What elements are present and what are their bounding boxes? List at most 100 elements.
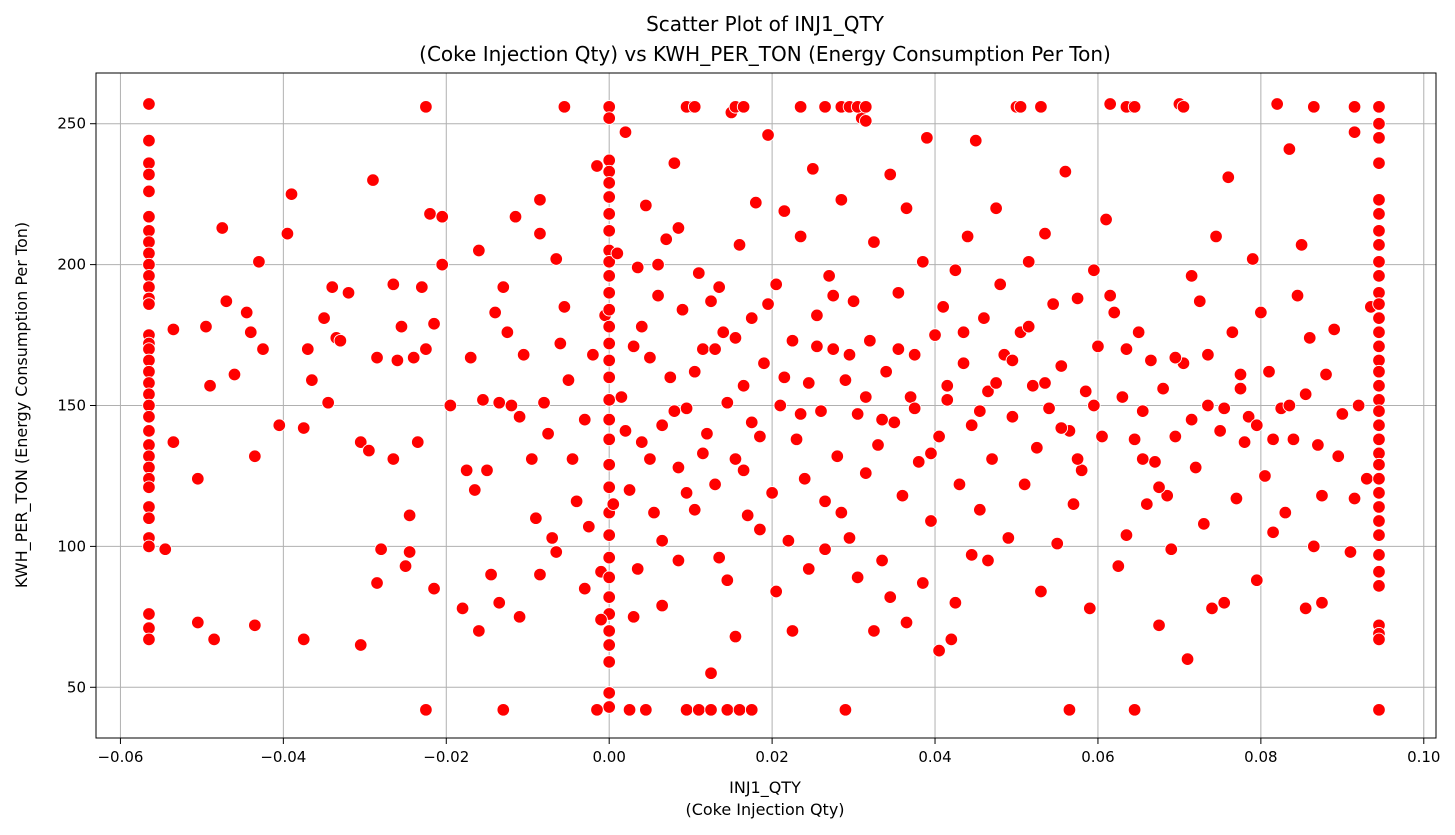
data-point [1250, 418, 1264, 432]
data-point [789, 432, 804, 447]
data-point [1005, 410, 1020, 424]
data-point [838, 373, 853, 387]
data-point [427, 581, 441, 596]
data-point [679, 401, 694, 416]
data-point [1201, 398, 1215, 413]
data-point [720, 395, 735, 410]
data-point [602, 100, 616, 114]
data-point [667, 156, 682, 170]
data-point [720, 573, 735, 587]
data-point [468, 483, 482, 497]
data-point [1184, 412, 1199, 427]
data-point [398, 559, 413, 573]
data-point [419, 100, 433, 114]
data-point [1140, 497, 1154, 511]
data-point [1038, 376, 1052, 390]
data-point [480, 463, 494, 478]
data-point [618, 424, 633, 438]
data-point [981, 553, 995, 568]
chart-title-line-2: (Coke Injection Qty) vs KWH_PER_TON (Ene… [419, 42, 1111, 66]
data-point [1127, 100, 1142, 114]
data-point [948, 263, 963, 277]
data-point [602, 286, 616, 300]
data-point [533, 226, 547, 241]
data-point [687, 503, 702, 517]
x-tick-label: 0.06 [1081, 748, 1114, 766]
data-point [964, 418, 979, 432]
data-point [590, 703, 604, 717]
data-point [712, 550, 726, 565]
data-point [903, 390, 918, 404]
data-point [142, 269, 156, 283]
data-point [602, 457, 616, 472]
data-point [643, 350, 657, 365]
data-point [757, 356, 771, 370]
data-point [1164, 542, 1179, 556]
data-point [1042, 401, 1056, 416]
data-point [883, 167, 897, 182]
data-point [296, 421, 311, 435]
data-point [899, 615, 914, 630]
data-point [602, 700, 616, 714]
data-point [158, 542, 172, 556]
data-point [1347, 125, 1362, 139]
data-point [1372, 457, 1386, 472]
data-point [863, 333, 877, 348]
data-point [1254, 305, 1268, 320]
data-point [492, 595, 506, 610]
data-point [219, 294, 234, 308]
data-point [834, 505, 849, 520]
data-point [296, 632, 311, 647]
data-point [818, 542, 832, 556]
data-point [1091, 339, 1105, 354]
data-point [602, 624, 616, 638]
data-point [859, 100, 873, 114]
data-point [952, 477, 967, 492]
data-point [907, 401, 922, 416]
data-point [602, 570, 616, 585]
data-point [578, 581, 592, 596]
data-point [1070, 291, 1085, 306]
data-point [732, 238, 747, 252]
data-point [142, 376, 156, 390]
data-point [1087, 398, 1101, 413]
data-point [248, 618, 262, 633]
data-point [736, 463, 751, 478]
data-point [708, 477, 722, 492]
data-point [1135, 404, 1150, 418]
data-point [1372, 297, 1386, 311]
data-point [969, 133, 983, 148]
data-point [822, 269, 836, 283]
data-point [533, 567, 547, 582]
data-point [1298, 387, 1313, 401]
data-point [700, 426, 714, 441]
data-point [728, 629, 743, 644]
data-point [590, 159, 604, 173]
y-tick-label: 150 [57, 397, 86, 415]
data-point [1282, 398, 1297, 413]
data-point [1327, 322, 1341, 337]
data-point [386, 277, 401, 292]
data-point [936, 300, 950, 314]
y-axis-ticks: 50 100 150 200 250 [57, 115, 96, 696]
x-axis-label-line-1: INJ1_QTY [729, 778, 801, 798]
data-point [618, 125, 633, 139]
data-point [549, 545, 563, 559]
data-point [1372, 269, 1386, 283]
data-point [602, 255, 616, 269]
data-point [1347, 491, 1362, 506]
data-point [895, 488, 910, 503]
data-point [1372, 156, 1386, 170]
data-point [1217, 595, 1231, 610]
data-point [818, 494, 832, 509]
data-point [826, 288, 840, 303]
data-point [814, 404, 828, 418]
data-point [1087, 263, 1101, 277]
data-point [602, 336, 616, 351]
x-axis-ticks: −0.06 −0.04 −0.02 0.00 0.02 0.04 0.06 0.08 0.10 [97, 738, 1440, 766]
data-point [1078, 384, 1093, 399]
data-point [777, 204, 792, 218]
data-point [1372, 632, 1386, 647]
data-point [1307, 539, 1321, 554]
